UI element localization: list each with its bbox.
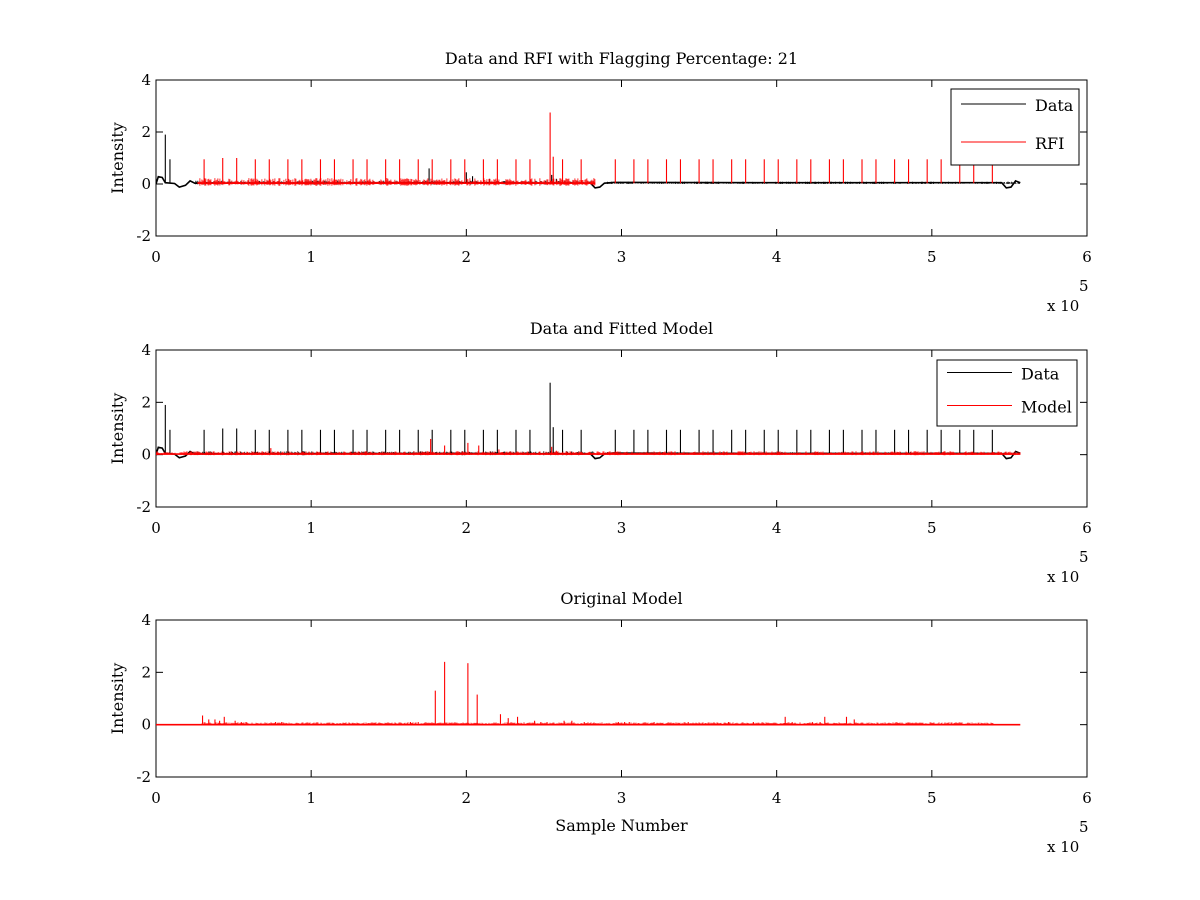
- x-tick-label: 5: [927, 519, 937, 537]
- x-multiplier-exponent: 5: [1079, 818, 1089, 836]
- x-tick-label: 1: [306, 789, 316, 807]
- x-tick-label: 6: [1082, 789, 1092, 807]
- y-axis-label: Intensity: [108, 663, 127, 735]
- chart-panel-1: Data and RFI with Flagging Percentage: 2…: [108, 49, 1092, 315]
- x-tick-label: 0: [151, 248, 161, 266]
- y-tick-label: 0: [141, 175, 151, 193]
- x-tick-label: 5: [927, 789, 937, 807]
- legend-box: [936, 359, 1078, 427]
- legend: Data RFI: [950, 88, 1080, 166]
- legend-label: RFI: [1035, 134, 1064, 153]
- x-tick-label: 3: [617, 248, 627, 266]
- legend-label: Model: [1021, 398, 1072, 417]
- x-tick-label: 3: [617, 789, 627, 807]
- x-multiplier-exponent: 5: [1079, 548, 1089, 566]
- series-data: [156, 382, 1021, 460]
- legend-label: Data: [1021, 365, 1060, 384]
- series-model-3: [156, 661, 1021, 726]
- axes-box: [155, 619, 1088, 778]
- x-tick-label: 0: [151, 519, 161, 537]
- y-tick-label: -2: [136, 498, 151, 516]
- x-axis-label: Sample Number: [555, 816, 688, 835]
- legend-box: [950, 88, 1080, 166]
- x-tick-label: 4: [772, 519, 782, 537]
- y-axis-label: Intensity: [108, 393, 127, 465]
- x-tick-label: 1: [306, 519, 316, 537]
- x-tick-label: 6: [1082, 519, 1092, 537]
- x-tick-label: 5: [927, 248, 937, 266]
- x-tick-label: 2: [462, 248, 472, 266]
- x-multiplier-exponent: 5: [1079, 277, 1089, 295]
- y-tick-label: 4: [141, 341, 151, 359]
- x-tick-label: 1: [306, 248, 316, 266]
- legend: Data Model: [936, 359, 1078, 427]
- x-tick-label: 0: [151, 789, 161, 807]
- x-tick-label: 6: [1082, 248, 1092, 266]
- x-tick-label: 4: [772, 789, 782, 807]
- plot-area: [156, 112, 1021, 189]
- axes-box: [155, 79, 1088, 237]
- y-tick-label: -2: [136, 227, 151, 245]
- legend-label: Data: [1035, 96, 1074, 115]
- y-tick-label: 4: [141, 611, 151, 629]
- y-tick-label: 2: [141, 663, 151, 681]
- series-model: [156, 438, 1021, 456]
- x-tick-label: 2: [462, 519, 472, 537]
- plot-area: [156, 661, 1021, 726]
- chart-title: Data and Fitted Model: [530, 319, 713, 338]
- y-axis-label: Intensity: [108, 122, 127, 194]
- y-tick-label: -2: [136, 768, 151, 786]
- x-multiplier-label: x 10: [1047, 568, 1079, 586]
- chart-title: Original Model: [560, 589, 682, 608]
- x-tick-label: 2: [462, 789, 472, 807]
- y-tick-label: 0: [141, 446, 151, 464]
- chart-title: Data and RFI with Flagging Percentage: 2…: [445, 49, 798, 68]
- series-rfi: [197, 112, 993, 186]
- y-tick-label: 4: [141, 71, 151, 89]
- plot-area: [156, 382, 1021, 460]
- x-tick-label: 3: [617, 519, 627, 537]
- x-multiplier-label: x 10: [1047, 297, 1079, 315]
- y-tick-label: 0: [141, 716, 151, 734]
- y-tick-label: 2: [141, 393, 151, 411]
- x-tick-label: 4: [772, 248, 782, 266]
- x-multiplier-label: x 10: [1047, 838, 1079, 856]
- y-tick-label: 2: [141, 123, 151, 141]
